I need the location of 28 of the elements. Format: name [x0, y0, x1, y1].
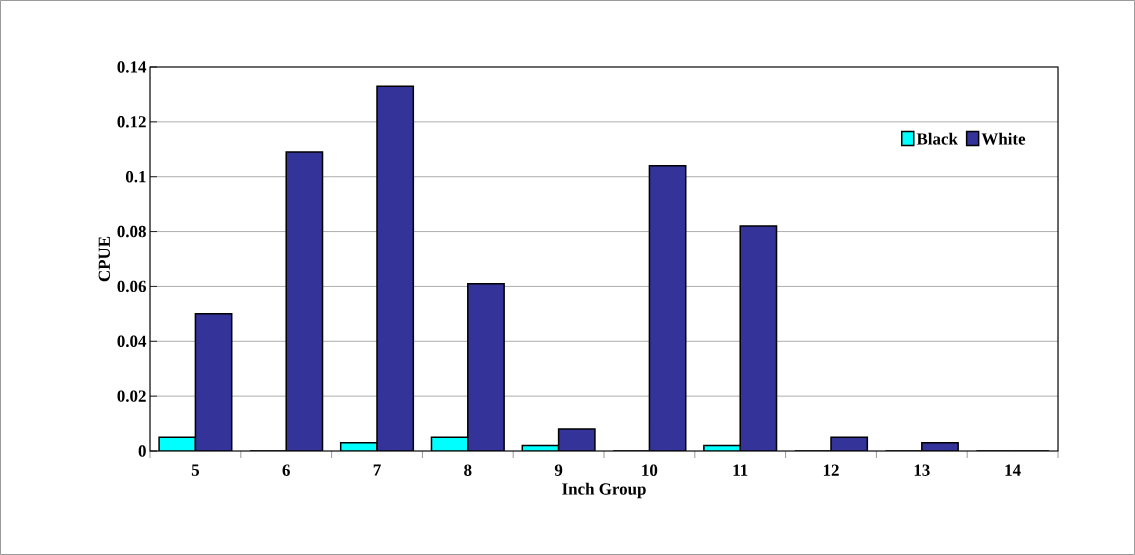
x-tick-label: 9 [554, 464, 563, 476]
x-tick-label: 12 [823, 464, 839, 476]
y-tick-label: 0.12 [117, 116, 146, 128]
x-tick-label: 5 [191, 464, 200, 476]
y-tick-label: 0.1 [125, 170, 146, 183]
y-tick-label: 0.08 [117, 225, 146, 238]
y-tick-label: 0.14 [117, 61, 147, 73]
y-tick-label: 0.04 [117, 335, 147, 348]
x-tick-label: 7 [373, 464, 381, 476]
x-tick-label: 8 [464, 464, 472, 476]
bar [649, 165, 686, 451]
legend-label: Black [916, 132, 958, 145]
x-tick-label: 13 [914, 464, 930, 476]
x-axis-title: Inch Group [562, 482, 646, 499]
y-tick-label: 0 [138, 445, 146, 457]
x-tick-label: 10 [642, 464, 658, 476]
bar [377, 86, 414, 451]
y-tick-label: 0.06 [117, 280, 146, 293]
x-tick-label: 14 [1005, 464, 1021, 476]
bar [286, 152, 323, 451]
legend-label: White [981, 132, 1026, 145]
y-tick-label: 0.02 [117, 390, 146, 402]
x-tick-label: 6 [282, 464, 290, 476]
bar [467, 283, 505, 451]
bar [195, 313, 232, 451]
bar [740, 226, 777, 451]
x-tick-label: 11 [733, 464, 748, 476]
y-axis-title: CPUE [98, 236, 111, 282]
